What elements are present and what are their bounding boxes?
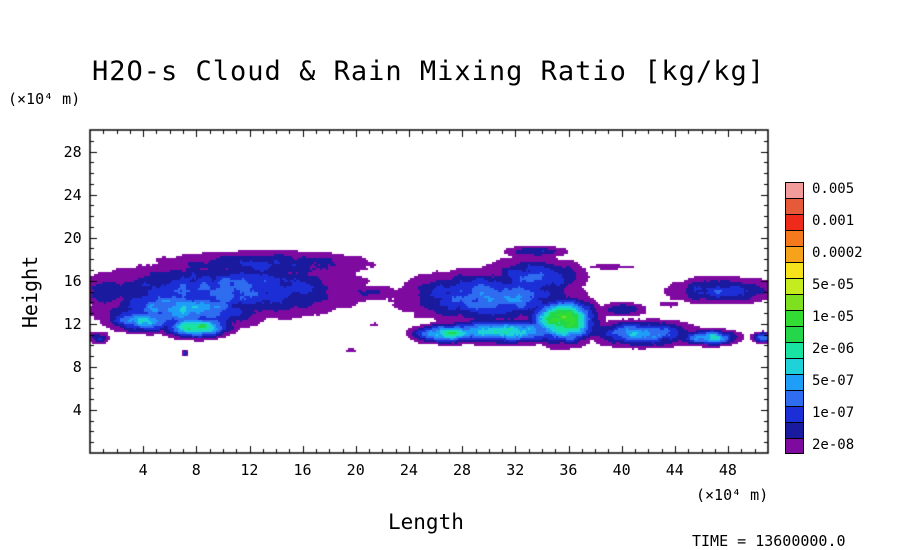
legend-swatch bbox=[785, 230, 804, 246]
x-axis-label: Length bbox=[388, 510, 464, 534]
legend-label: 1e-05 bbox=[812, 309, 855, 325]
legend-swatch bbox=[785, 326, 804, 342]
x-tick-label: 20 bbox=[346, 461, 365, 479]
legend-swatch bbox=[785, 406, 804, 422]
x-tick-label: 32 bbox=[506, 461, 525, 479]
legend-swatch bbox=[785, 422, 804, 438]
y-axis-label: Height bbox=[18, 255, 43, 329]
y-tick-label: 16 bbox=[63, 271, 82, 290]
y-tick-label: 4 bbox=[72, 400, 82, 419]
legend-label: 5e-07 bbox=[812, 373, 855, 389]
time-stamp: TIME = 13600000.0 bbox=[692, 532, 846, 550]
x-tick-label: 16 bbox=[293, 461, 312, 479]
legend-label: 0.0002 bbox=[812, 245, 863, 261]
legend-label: 0.001 bbox=[812, 213, 855, 229]
x-tick-label: 48 bbox=[718, 461, 737, 479]
x-tick-label: 12 bbox=[240, 461, 259, 479]
y-tick-label: 24 bbox=[63, 185, 82, 204]
legend-label: 2e-08 bbox=[812, 437, 855, 453]
legend-label: 0.005 bbox=[812, 181, 855, 197]
legend-label: 1e-07 bbox=[812, 405, 855, 421]
x-tick-label: 40 bbox=[612, 461, 631, 479]
legend-swatch bbox=[785, 294, 804, 310]
x-unit-label: (×10⁴ m) bbox=[696, 486, 769, 504]
y-tick-label: 12 bbox=[63, 314, 82, 333]
legend-swatch bbox=[785, 374, 804, 390]
y-tick-label: 8 bbox=[72, 357, 82, 376]
legend-swatch bbox=[785, 198, 804, 214]
y-unit-label: (×10⁴ m) bbox=[8, 90, 81, 108]
y-tick-label: 28 bbox=[63, 142, 82, 161]
legend-swatch bbox=[785, 310, 804, 326]
x-tick-label: 24 bbox=[399, 461, 418, 479]
legend-label: 5e-05 bbox=[812, 277, 855, 293]
legend-swatch bbox=[785, 262, 804, 278]
x-tick-label: 28 bbox=[453, 461, 472, 479]
legend-swatch bbox=[785, 342, 804, 358]
legend-swatch bbox=[785, 278, 804, 294]
legend-swatch bbox=[785, 390, 804, 406]
legend-label: 2e-06 bbox=[812, 341, 855, 357]
legend-swatch bbox=[785, 358, 804, 374]
legend-swatch bbox=[785, 438, 804, 454]
legend-swatch bbox=[785, 214, 804, 230]
legend-swatch bbox=[785, 246, 804, 262]
y-tick-label: 20 bbox=[63, 228, 82, 247]
x-tick-label: 4 bbox=[138, 461, 148, 479]
x-tick-label: 36 bbox=[559, 461, 578, 479]
x-tick-label: 8 bbox=[191, 461, 201, 479]
chart-title: H2O-s Cloud & Rain Mixing Ratio [kg/kg] bbox=[92, 56, 765, 87]
legend-border bbox=[785, 182, 804, 454]
x-tick-label: 44 bbox=[665, 461, 684, 479]
